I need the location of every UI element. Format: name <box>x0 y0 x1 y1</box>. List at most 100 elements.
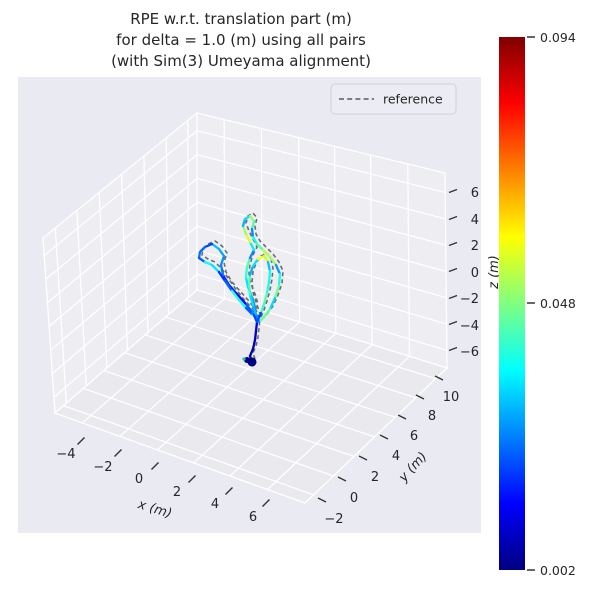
trajectory-segment <box>219 254 226 267</box>
y-tick-label: 6 <box>410 429 418 444</box>
gridline <box>196 177 446 246</box>
gridline <box>298 137 301 322</box>
trajectory-segment <box>267 269 272 284</box>
tick-mark <box>262 499 270 507</box>
trajectory-segment <box>253 329 258 342</box>
gridline <box>196 249 447 325</box>
gridline <box>165 137 170 315</box>
trajectory-segment <box>274 263 282 276</box>
trajectory-segment <box>244 306 254 316</box>
gridline <box>51 249 198 375</box>
trajectory-segment <box>244 265 249 279</box>
trajectory-segment <box>248 248 256 260</box>
gridline <box>193 332 337 464</box>
trajectory-segment <box>250 219 256 231</box>
trajectory-segment <box>217 247 226 258</box>
x-tick-label: 6 <box>249 510 257 525</box>
legend: reference <box>330 83 457 115</box>
gridline <box>124 352 375 438</box>
gridline <box>83 387 334 477</box>
x-tick-label: 4 <box>211 497 219 512</box>
title-line-2: for delta = 1.0 (m) using all pairs <box>116 31 366 49</box>
trajectory-segment <box>244 275 250 289</box>
y-tick-label: 2 <box>371 470 379 485</box>
trajectory-segment <box>241 217 247 228</box>
tick-mark <box>448 320 458 326</box>
trajectory-segment <box>262 254 270 264</box>
trajectory-segment <box>255 242 265 252</box>
y-tick-label: 10 <box>443 390 460 405</box>
trajectory-segment <box>262 307 272 319</box>
trajectory-segment <box>198 245 207 254</box>
gridline <box>196 153 446 220</box>
gridline <box>196 201 447 273</box>
trajectory-segment <box>227 283 239 296</box>
trajectory-segment <box>261 248 272 259</box>
legend-label: reference <box>383 92 443 107</box>
gridline <box>144 334 396 418</box>
y-tick-label: 4 <box>392 449 400 464</box>
gridline <box>196 225 447 299</box>
colorbar-tick-label: 0.002 <box>540 563 576 578</box>
tick-mark <box>77 437 85 445</box>
y-tick-label: 8 <box>428 409 436 424</box>
trajectory-segment <box>245 256 252 269</box>
tick-mark <box>448 241 458 247</box>
tick-mark <box>397 414 407 420</box>
trajectory-segment <box>203 242 214 249</box>
trajectory-segment <box>268 296 277 311</box>
tick-mark <box>448 215 458 221</box>
tick-marks <box>77 188 458 507</box>
gridline <box>82 298 225 424</box>
trajectory-segment <box>273 284 281 300</box>
tick-mark <box>337 476 347 482</box>
gridline <box>48 201 198 327</box>
trajectory-layer <box>197 211 284 367</box>
tick-mark <box>225 487 233 495</box>
title-line-3: (with Sim(3) Umeyama alignment) <box>111 52 371 70</box>
gridline <box>333 146 337 334</box>
y-tick-label: 0 <box>350 491 358 506</box>
z-tick-label: 6 <box>471 186 479 201</box>
trajectory-segment <box>243 301 255 315</box>
trajectory-segment <box>237 298 248 310</box>
gridline <box>267 355 410 490</box>
trajectory-segment <box>248 293 255 307</box>
gridline <box>187 120 190 298</box>
tick-mark <box>448 267 458 273</box>
trajectory-segment <box>268 255 278 267</box>
gridline <box>98 192 108 369</box>
colorbar: 0.094 0.048 0.002 <box>499 30 576 578</box>
tick-mark <box>317 497 327 503</box>
trajectory-segment <box>251 311 259 324</box>
gridline <box>54 227 68 404</box>
trajectory-segment <box>254 320 259 333</box>
z-tick-label: 0 <box>471 266 479 281</box>
x-tick-label: −4 <box>56 447 75 462</box>
x-tick-label: −2 <box>93 460 112 475</box>
legend-box <box>330 83 457 115</box>
gridline <box>157 321 300 451</box>
trajectory-segment <box>197 256 207 264</box>
trajectory-segment <box>247 273 252 287</box>
gridline <box>50 225 198 351</box>
trajectory-segment <box>251 338 257 351</box>
tick-mark <box>448 294 458 300</box>
trajectory-segment <box>248 347 255 358</box>
trajectory-segment <box>251 303 258 316</box>
tick-mark <box>151 462 159 470</box>
gridline <box>47 177 198 304</box>
floor-pane <box>53 289 449 504</box>
tick-mark <box>188 475 196 483</box>
gridline <box>45 154 198 280</box>
z-axis-label: z (m) <box>487 255 502 290</box>
trajectory-segment <box>210 263 221 274</box>
tick-mark <box>448 188 458 194</box>
gridline <box>369 154 373 345</box>
grid-panes <box>42 111 449 504</box>
gridline <box>63 405 314 496</box>
x-tick-label: 0 <box>135 472 143 487</box>
trajectory-start-accent-dot <box>242 357 246 361</box>
z-tick-label: 4 <box>471 213 479 228</box>
gridline <box>119 309 263 437</box>
